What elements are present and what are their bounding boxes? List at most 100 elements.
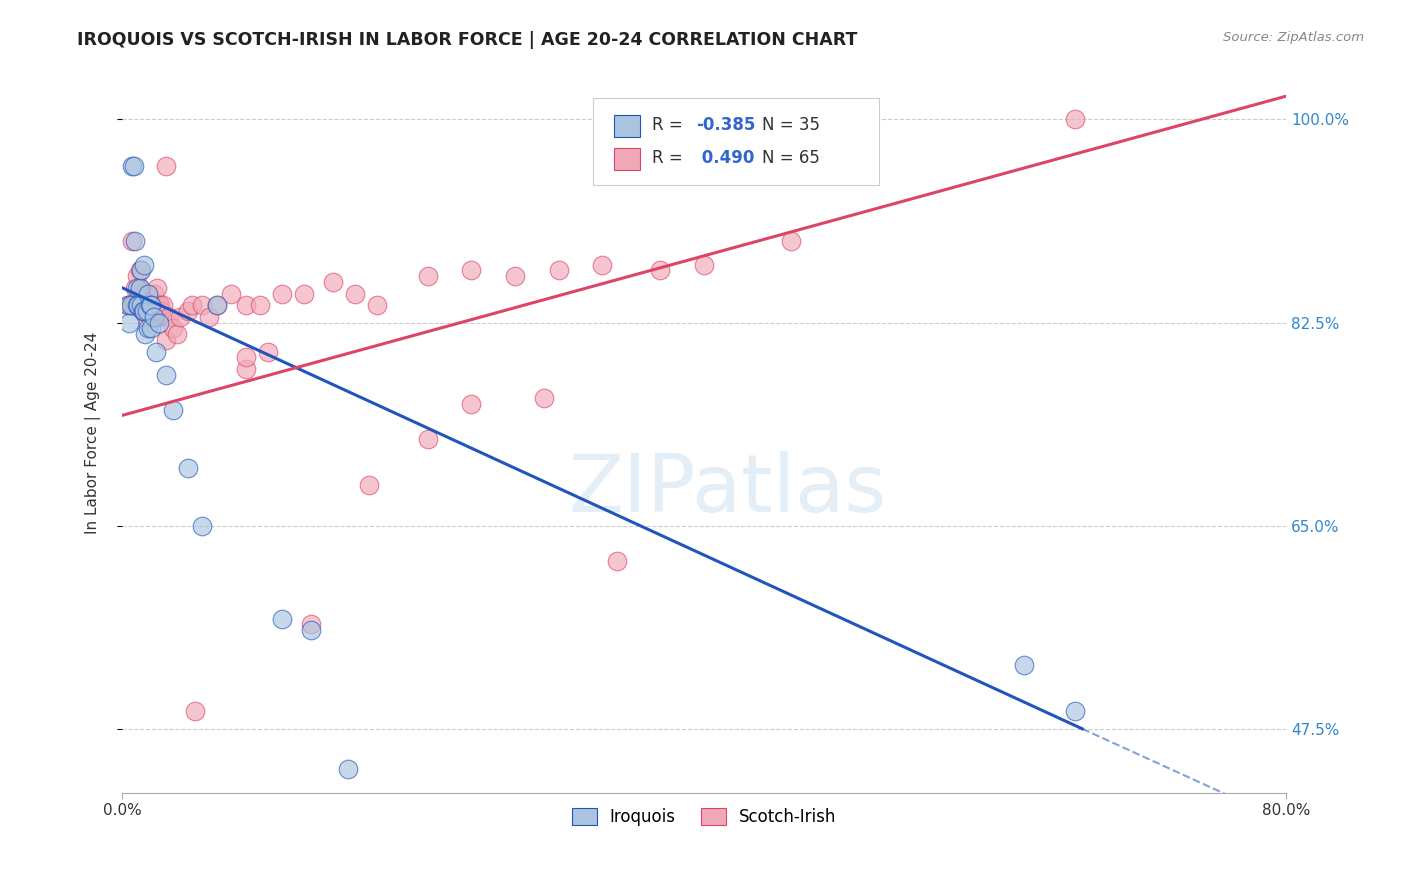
Text: N = 65: N = 65 bbox=[762, 149, 820, 167]
Point bbox=[117, 298, 139, 312]
Point bbox=[146, 281, 169, 295]
Point bbox=[127, 298, 149, 312]
Point bbox=[132, 258, 155, 272]
Text: Source: ZipAtlas.com: Source: ZipAtlas.com bbox=[1223, 31, 1364, 45]
Point bbox=[136, 286, 159, 301]
Point bbox=[134, 327, 156, 342]
FancyBboxPatch shape bbox=[614, 148, 640, 170]
Point bbox=[292, 286, 315, 301]
Point bbox=[127, 293, 149, 307]
Point bbox=[271, 286, 294, 301]
Point bbox=[299, 617, 322, 632]
Point bbox=[148, 316, 170, 330]
Point bbox=[128, 263, 150, 277]
Point bbox=[136, 316, 159, 330]
FancyBboxPatch shape bbox=[614, 115, 640, 137]
Point bbox=[121, 159, 143, 173]
Point bbox=[152, 298, 174, 312]
Point bbox=[169, 310, 191, 324]
Point bbox=[256, 344, 278, 359]
Point bbox=[120, 298, 142, 312]
Point bbox=[606, 553, 628, 567]
Point bbox=[184, 705, 207, 719]
Point bbox=[162, 321, 184, 335]
Point bbox=[191, 518, 214, 533]
Point bbox=[131, 304, 153, 318]
Point bbox=[122, 159, 145, 173]
Y-axis label: In Labor Force | Age 20-24: In Labor Force | Age 20-24 bbox=[86, 332, 101, 534]
Point bbox=[205, 298, 228, 312]
Point bbox=[176, 304, 198, 318]
Point bbox=[547, 263, 569, 277]
Text: -0.385: -0.385 bbox=[696, 116, 755, 134]
Point bbox=[139, 298, 162, 312]
Point bbox=[219, 286, 242, 301]
Point bbox=[124, 281, 146, 295]
Point bbox=[129, 298, 152, 312]
Point bbox=[235, 351, 257, 365]
Point bbox=[155, 368, 177, 382]
Point bbox=[132, 286, 155, 301]
Point bbox=[176, 460, 198, 475]
Text: N = 35: N = 35 bbox=[762, 116, 820, 134]
Point bbox=[128, 281, 150, 295]
Point bbox=[117, 298, 139, 312]
Point bbox=[135, 286, 157, 301]
Point bbox=[141, 321, 163, 335]
Point bbox=[416, 269, 439, 284]
Point bbox=[460, 397, 482, 411]
Point bbox=[148, 310, 170, 324]
Point bbox=[1064, 112, 1087, 127]
Point bbox=[129, 263, 152, 277]
Point bbox=[124, 235, 146, 249]
Text: 0.490: 0.490 bbox=[696, 149, 754, 167]
Point bbox=[366, 298, 388, 312]
Point bbox=[162, 402, 184, 417]
Text: ZIPatlas: ZIPatlas bbox=[568, 451, 886, 529]
Point bbox=[359, 478, 381, 492]
Point bbox=[145, 310, 167, 324]
Point bbox=[142, 298, 165, 312]
Point bbox=[650, 263, 672, 277]
Point bbox=[591, 258, 613, 272]
Point bbox=[460, 263, 482, 277]
Point bbox=[134, 298, 156, 312]
Point bbox=[780, 235, 803, 249]
Point bbox=[118, 298, 141, 312]
Point bbox=[122, 298, 145, 312]
Point bbox=[299, 623, 322, 637]
Text: IROQUOIS VS SCOTCH-IRISH IN LABOR FORCE | AGE 20-24 CORRELATION CHART: IROQUOIS VS SCOTCH-IRISH IN LABOR FORCE … bbox=[77, 31, 858, 49]
Point bbox=[155, 159, 177, 173]
Point bbox=[139, 298, 162, 312]
Point bbox=[145, 344, 167, 359]
Point bbox=[157, 310, 180, 324]
Point bbox=[191, 298, 214, 312]
Point bbox=[131, 304, 153, 318]
Point bbox=[121, 235, 143, 249]
Point bbox=[271, 611, 294, 625]
Point bbox=[136, 321, 159, 335]
Point bbox=[503, 269, 526, 284]
Point bbox=[125, 269, 148, 284]
Legend: Iroquois, Scotch-Irish: Iroquois, Scotch-Irish bbox=[564, 800, 845, 835]
Point bbox=[155, 333, 177, 347]
Point bbox=[416, 432, 439, 446]
FancyBboxPatch shape bbox=[593, 98, 879, 185]
Point bbox=[148, 298, 170, 312]
Point bbox=[235, 298, 257, 312]
Point bbox=[143, 310, 166, 324]
Point bbox=[128, 281, 150, 295]
Point bbox=[125, 298, 148, 312]
Point bbox=[249, 298, 271, 312]
Point bbox=[166, 327, 188, 342]
Point bbox=[205, 298, 228, 312]
Point bbox=[120, 298, 142, 312]
Point bbox=[129, 298, 152, 312]
Point bbox=[336, 763, 359, 777]
Point bbox=[132, 304, 155, 318]
Point bbox=[125, 281, 148, 295]
Point bbox=[533, 391, 555, 405]
Text: R =: R = bbox=[651, 149, 688, 167]
Point bbox=[693, 258, 716, 272]
Text: R =: R = bbox=[651, 116, 688, 134]
